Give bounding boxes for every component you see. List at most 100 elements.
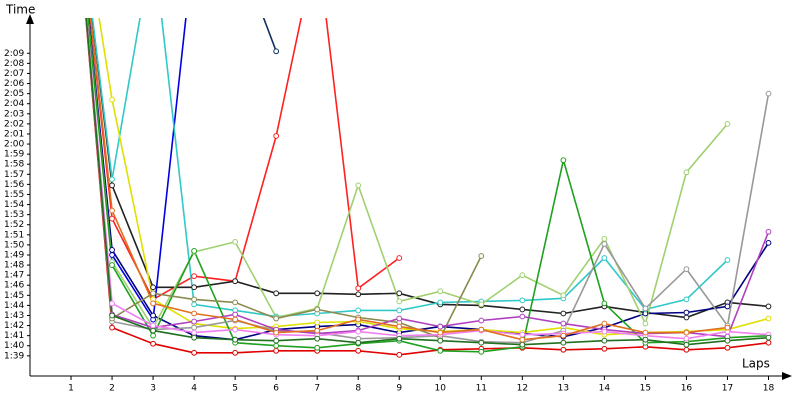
y-axis-title: Time bbox=[5, 3, 35, 17]
lap-point bbox=[314, 344, 321, 351]
y-tick-label: 1:55 bbox=[4, 190, 24, 200]
lap-point bbox=[232, 278, 239, 285]
y-tick-label: 2:08 bbox=[4, 59, 24, 69]
lap-point bbox=[191, 296, 198, 303]
x-tick-label: 7 bbox=[314, 384, 320, 394]
series-line bbox=[91, 18, 769, 319]
lap-point bbox=[683, 329, 690, 336]
lap-point bbox=[601, 300, 608, 307]
lap-point bbox=[355, 316, 362, 323]
y-axis-arrow bbox=[26, 14, 34, 24]
lap-point bbox=[109, 300, 115, 307]
lap-point bbox=[478, 253, 485, 259]
lap-point bbox=[191, 301, 198, 308]
lap-point bbox=[601, 320, 608, 327]
y-tick-label: 1:39 bbox=[4, 351, 24, 361]
lap-point bbox=[765, 303, 772, 310]
lap-point bbox=[232, 316, 239, 323]
series-line bbox=[87, 18, 769, 353]
lap-point bbox=[150, 340, 156, 347]
lap-point bbox=[437, 299, 444, 306]
y-tick-label: 2:05 bbox=[4, 89, 24, 99]
x-tick-label: 14 bbox=[599, 384, 611, 394]
lap-point bbox=[396, 298, 403, 305]
lap-point bbox=[396, 290, 403, 297]
lap-point bbox=[150, 284, 156, 291]
y-tick-label: 2:01 bbox=[4, 129, 24, 139]
lap-point bbox=[355, 339, 362, 346]
lap-point bbox=[150, 332, 156, 339]
lap-point bbox=[191, 310, 198, 317]
y-tick-label: 1:46 bbox=[4, 281, 24, 291]
lap-point bbox=[191, 334, 198, 341]
series-line bbox=[85, 18, 770, 338]
y-tick-label: 2:06 bbox=[4, 79, 24, 89]
lap-point bbox=[642, 329, 649, 336]
x-tick-label: 13 bbox=[558, 384, 569, 394]
y-tick-label: 1:59 bbox=[4, 150, 24, 160]
lap-point bbox=[601, 255, 608, 261]
x-tick-label: 1 bbox=[68, 384, 74, 394]
lap-point bbox=[191, 273, 198, 280]
series-line bbox=[91, 18, 729, 318]
lap-point bbox=[109, 252, 115, 258]
lap-point bbox=[724, 120, 731, 127]
lap-point bbox=[724, 303, 731, 310]
series-line bbox=[262, 18, 277, 52]
lap-point bbox=[273, 329, 280, 336]
series-line bbox=[85, 18, 770, 344]
lap-point bbox=[191, 318, 198, 325]
y-tick-label: 1:43 bbox=[4, 311, 24, 321]
x-tick-label: 16 bbox=[681, 384, 693, 394]
lap-point bbox=[519, 341, 526, 348]
lap-point bbox=[642, 336, 649, 343]
lap-point bbox=[314, 327, 321, 334]
lap-point bbox=[191, 349, 198, 356]
y-tick-label: 1:47 bbox=[4, 271, 24, 281]
lap-point bbox=[683, 314, 690, 321]
y-tick-label: 1:40 bbox=[4, 341, 24, 351]
series-line bbox=[85, 18, 769, 340]
lap-point bbox=[683, 341, 690, 348]
lap-point bbox=[724, 337, 731, 344]
lap-point bbox=[478, 348, 485, 355]
lap-point bbox=[314, 290, 321, 297]
lap-point bbox=[232, 326, 239, 333]
y-tick-label: 1:41 bbox=[4, 331, 24, 341]
lap-point bbox=[478, 317, 485, 324]
lap-point bbox=[519, 336, 526, 343]
lap-point bbox=[191, 329, 198, 336]
y-tick-label: 1:50 bbox=[4, 240, 24, 250]
lap-point bbox=[765, 339, 772, 346]
x-tick-label: 5 bbox=[232, 384, 238, 394]
lap-point bbox=[355, 182, 362, 189]
lap-point bbox=[478, 326, 485, 333]
y-tick-label: 1:48 bbox=[4, 261, 24, 271]
lap-point bbox=[232, 336, 239, 343]
lap-point bbox=[560, 320, 567, 327]
lap-point bbox=[355, 291, 362, 298]
lap-point bbox=[560, 346, 567, 353]
lap-point bbox=[109, 96, 115, 103]
lap-point bbox=[601, 240, 608, 247]
lap-point bbox=[191, 324, 198, 331]
lap-point bbox=[314, 335, 321, 342]
lap-point bbox=[519, 306, 526, 313]
y-tick-label: 1:45 bbox=[4, 291, 24, 301]
lap-point bbox=[560, 157, 567, 164]
lap-point bbox=[683, 296, 690, 303]
lap-point bbox=[724, 257, 731, 263]
lap-point bbox=[355, 285, 362, 292]
lap-point bbox=[109, 247, 115, 253]
lap-point bbox=[191, 284, 198, 291]
lap-point bbox=[273, 347, 280, 354]
lap-point bbox=[273, 337, 280, 344]
lap-point bbox=[150, 312, 156, 319]
lap-point bbox=[724, 344, 731, 351]
lap-point bbox=[396, 315, 403, 322]
lap-point bbox=[396, 307, 403, 314]
lap-point bbox=[396, 323, 403, 330]
lap-point bbox=[109, 182, 115, 189]
series-line bbox=[89, 18, 400, 301]
